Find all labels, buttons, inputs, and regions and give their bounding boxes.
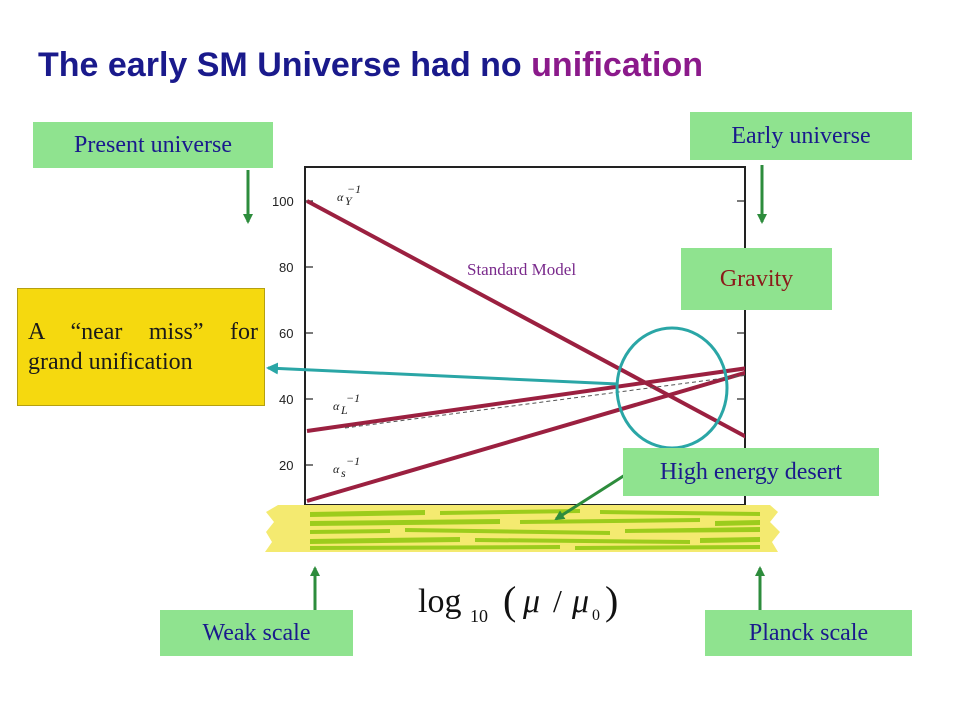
svg-text:μ: μ (571, 583, 589, 620)
desert-band (265, 505, 780, 552)
svg-text:α: α (333, 462, 340, 476)
planck-scale-box: Planck scale (705, 610, 912, 656)
high-energy-desert-box: High energy desert (623, 448, 879, 496)
present-universe-label: Present universe (74, 131, 232, 158)
alpha-s-label: α s −1 (333, 454, 360, 480)
y-tick-40: 40 (279, 392, 293, 407)
svg-text:log: log (418, 583, 461, 620)
planck-scale-label: Planck scale (748, 619, 869, 646)
weak-scale-label: Weak scale (202, 619, 311, 646)
present-universe-box: Present universe (33, 122, 273, 168)
y-tick-80: 80 (279, 260, 293, 275)
svg-text:(: ( (503, 578, 516, 623)
svg-text:−1: −1 (346, 454, 360, 468)
svg-text:−1: −1 (346, 391, 360, 405)
x-axis-formula: log 10 ( μ / μ 0 ) (418, 578, 618, 626)
svg-text:Y: Y (345, 194, 353, 208)
alpha-y-line (306, 199, 745, 439)
alpha-l-dashed-line (344, 374, 745, 429)
svg-text:/: / (553, 583, 562, 619)
near-miss-arrow (266, 362, 619, 386)
weak-scale-box: Weak scale (160, 610, 353, 656)
high-energy-desert-label: High energy desert (659, 458, 843, 485)
y-tick-60: 60 (279, 326, 293, 341)
svg-text:μ: μ (522, 583, 540, 620)
alpha-s-line (306, 370, 745, 503)
svg-text:0: 0 (592, 607, 600, 624)
gravity-label: Gravity (719, 265, 794, 292)
y-tick-20: 20 (279, 458, 293, 473)
svg-text:10: 10 (470, 606, 488, 626)
title-main: The early SM Universe had no (38, 46, 532, 84)
title-accent: unification (531, 46, 704, 84)
alpha-l-line (306, 366, 745, 433)
slide-title: The early SM Universe had no unification (38, 46, 703, 85)
early-universe-label: Early universe (731, 122, 871, 149)
near-miss-line-1: A “near miss” for (28, 319, 258, 345)
near-miss-line-2: grand unification (28, 349, 193, 375)
svg-text:α: α (333, 399, 340, 413)
y-tick-100: 100 (272, 194, 294, 209)
desert-arrow (554, 473, 626, 521)
svg-text:s: s (341, 466, 346, 480)
gravity-box: Gravity (681, 248, 832, 310)
svg-text:−1: −1 (347, 182, 361, 196)
early-universe-box: Early universe (690, 112, 912, 160)
svg-text:L: L (340, 403, 348, 417)
standard-model-label: Standard Model (467, 260, 576, 279)
svg-text:): ) (605, 578, 618, 623)
alpha-l-label: α L −1 (333, 391, 360, 417)
alpha-y-label: α Y −1 (337, 182, 361, 208)
svg-text:α: α (337, 190, 344, 204)
near-miss-callout: A “near miss” for grand unification (17, 288, 265, 406)
